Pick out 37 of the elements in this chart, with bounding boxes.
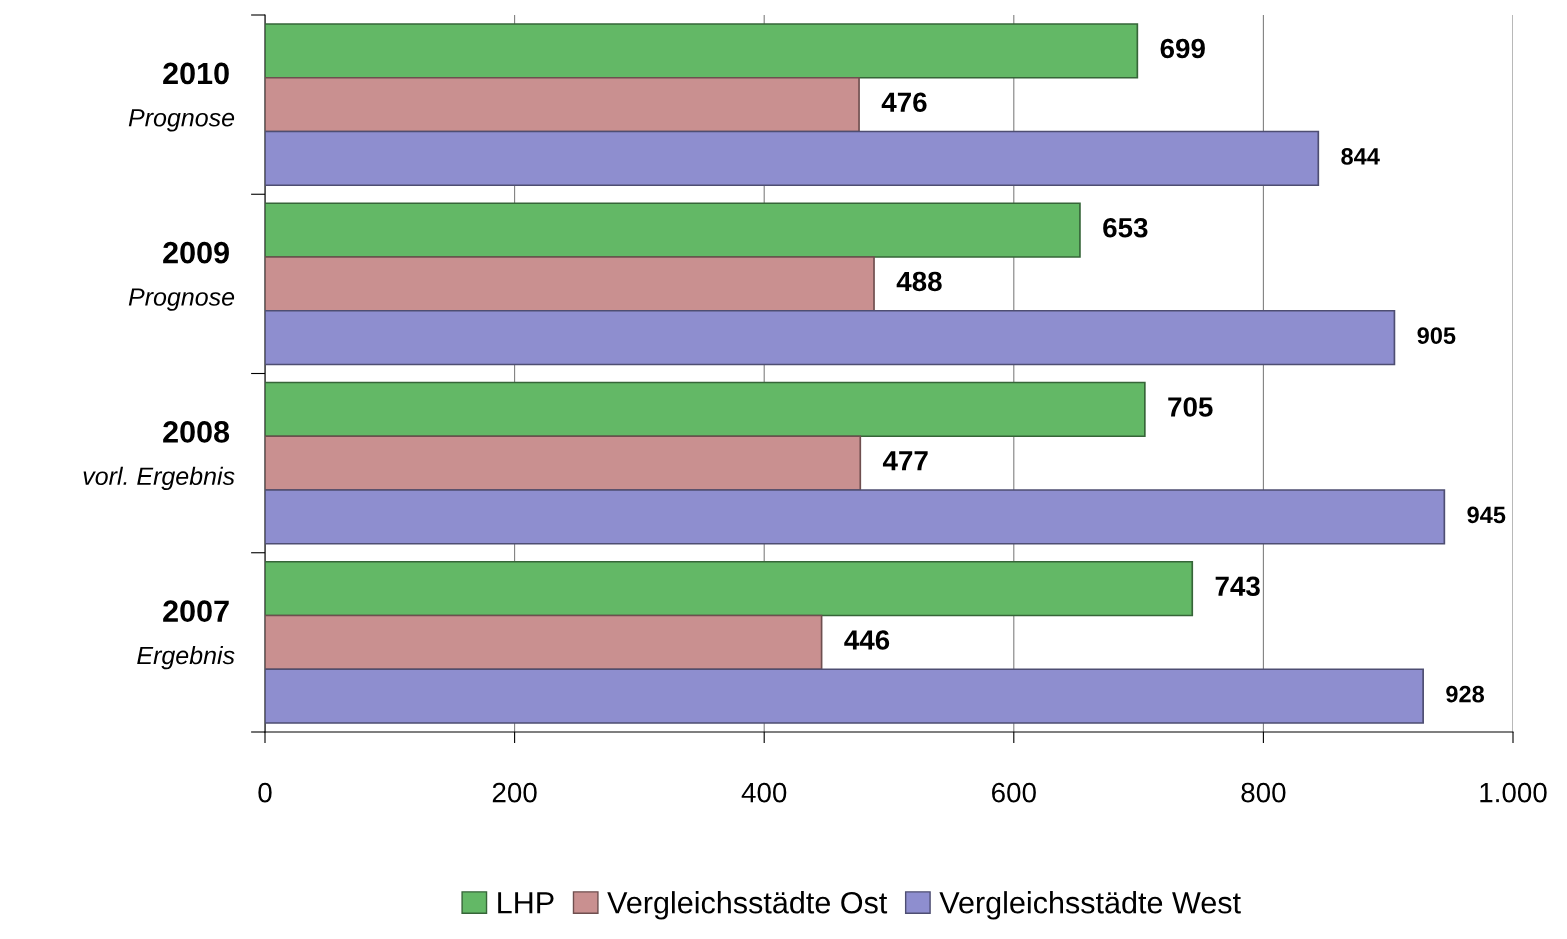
data-label: 446 [844,630,890,650]
data-label: 928 [1446,685,1485,703]
bar [265,202,1081,258]
bar [265,489,1446,545]
data-label: 699 [1160,38,1205,59]
bar [265,668,1424,724]
bar [265,309,1396,366]
legend-label: Vergleichsstädte West [939,891,1241,920]
data-label: 653 [1103,217,1148,238]
x-tick-label: 600 [992,782,1036,803]
x-tick-label: 0 [258,782,272,803]
data-label: 476 [881,92,927,113]
bar [265,381,1146,438]
legend-label: Vergleichsstädte Ost [607,891,888,920]
bar [265,23,1139,79]
x-tick-label: 400 [741,782,787,803]
bar [265,614,823,671]
bar [265,256,875,312]
data-label: 705 [1168,397,1213,417]
x-tick-label: 1.000 [1480,782,1547,803]
x-tick-label: 200 [492,782,537,803]
y-tick-label: 2007 Ergebnis [137,600,235,670]
y-tick-label: 2009 Prognose [128,241,235,311]
data-label: 844 [1341,148,1380,165]
data-label: 743 [1215,576,1260,597]
data-label: 477 [882,451,928,471]
bar [265,130,1320,187]
data-label: 488 [896,271,942,292]
legend-label: LHP [498,892,554,914]
y-tick-label: 2010 Prognose [128,62,235,132]
bar [265,435,862,491]
data-label: 905 [1417,327,1456,344]
bar [265,76,860,133]
data-label: 945 [1467,506,1506,524]
bar [265,560,1194,617]
y-tick-label: 2008 vorl. Ergebnis [83,421,235,491]
x-tick-label: 800 [1241,782,1286,803]
